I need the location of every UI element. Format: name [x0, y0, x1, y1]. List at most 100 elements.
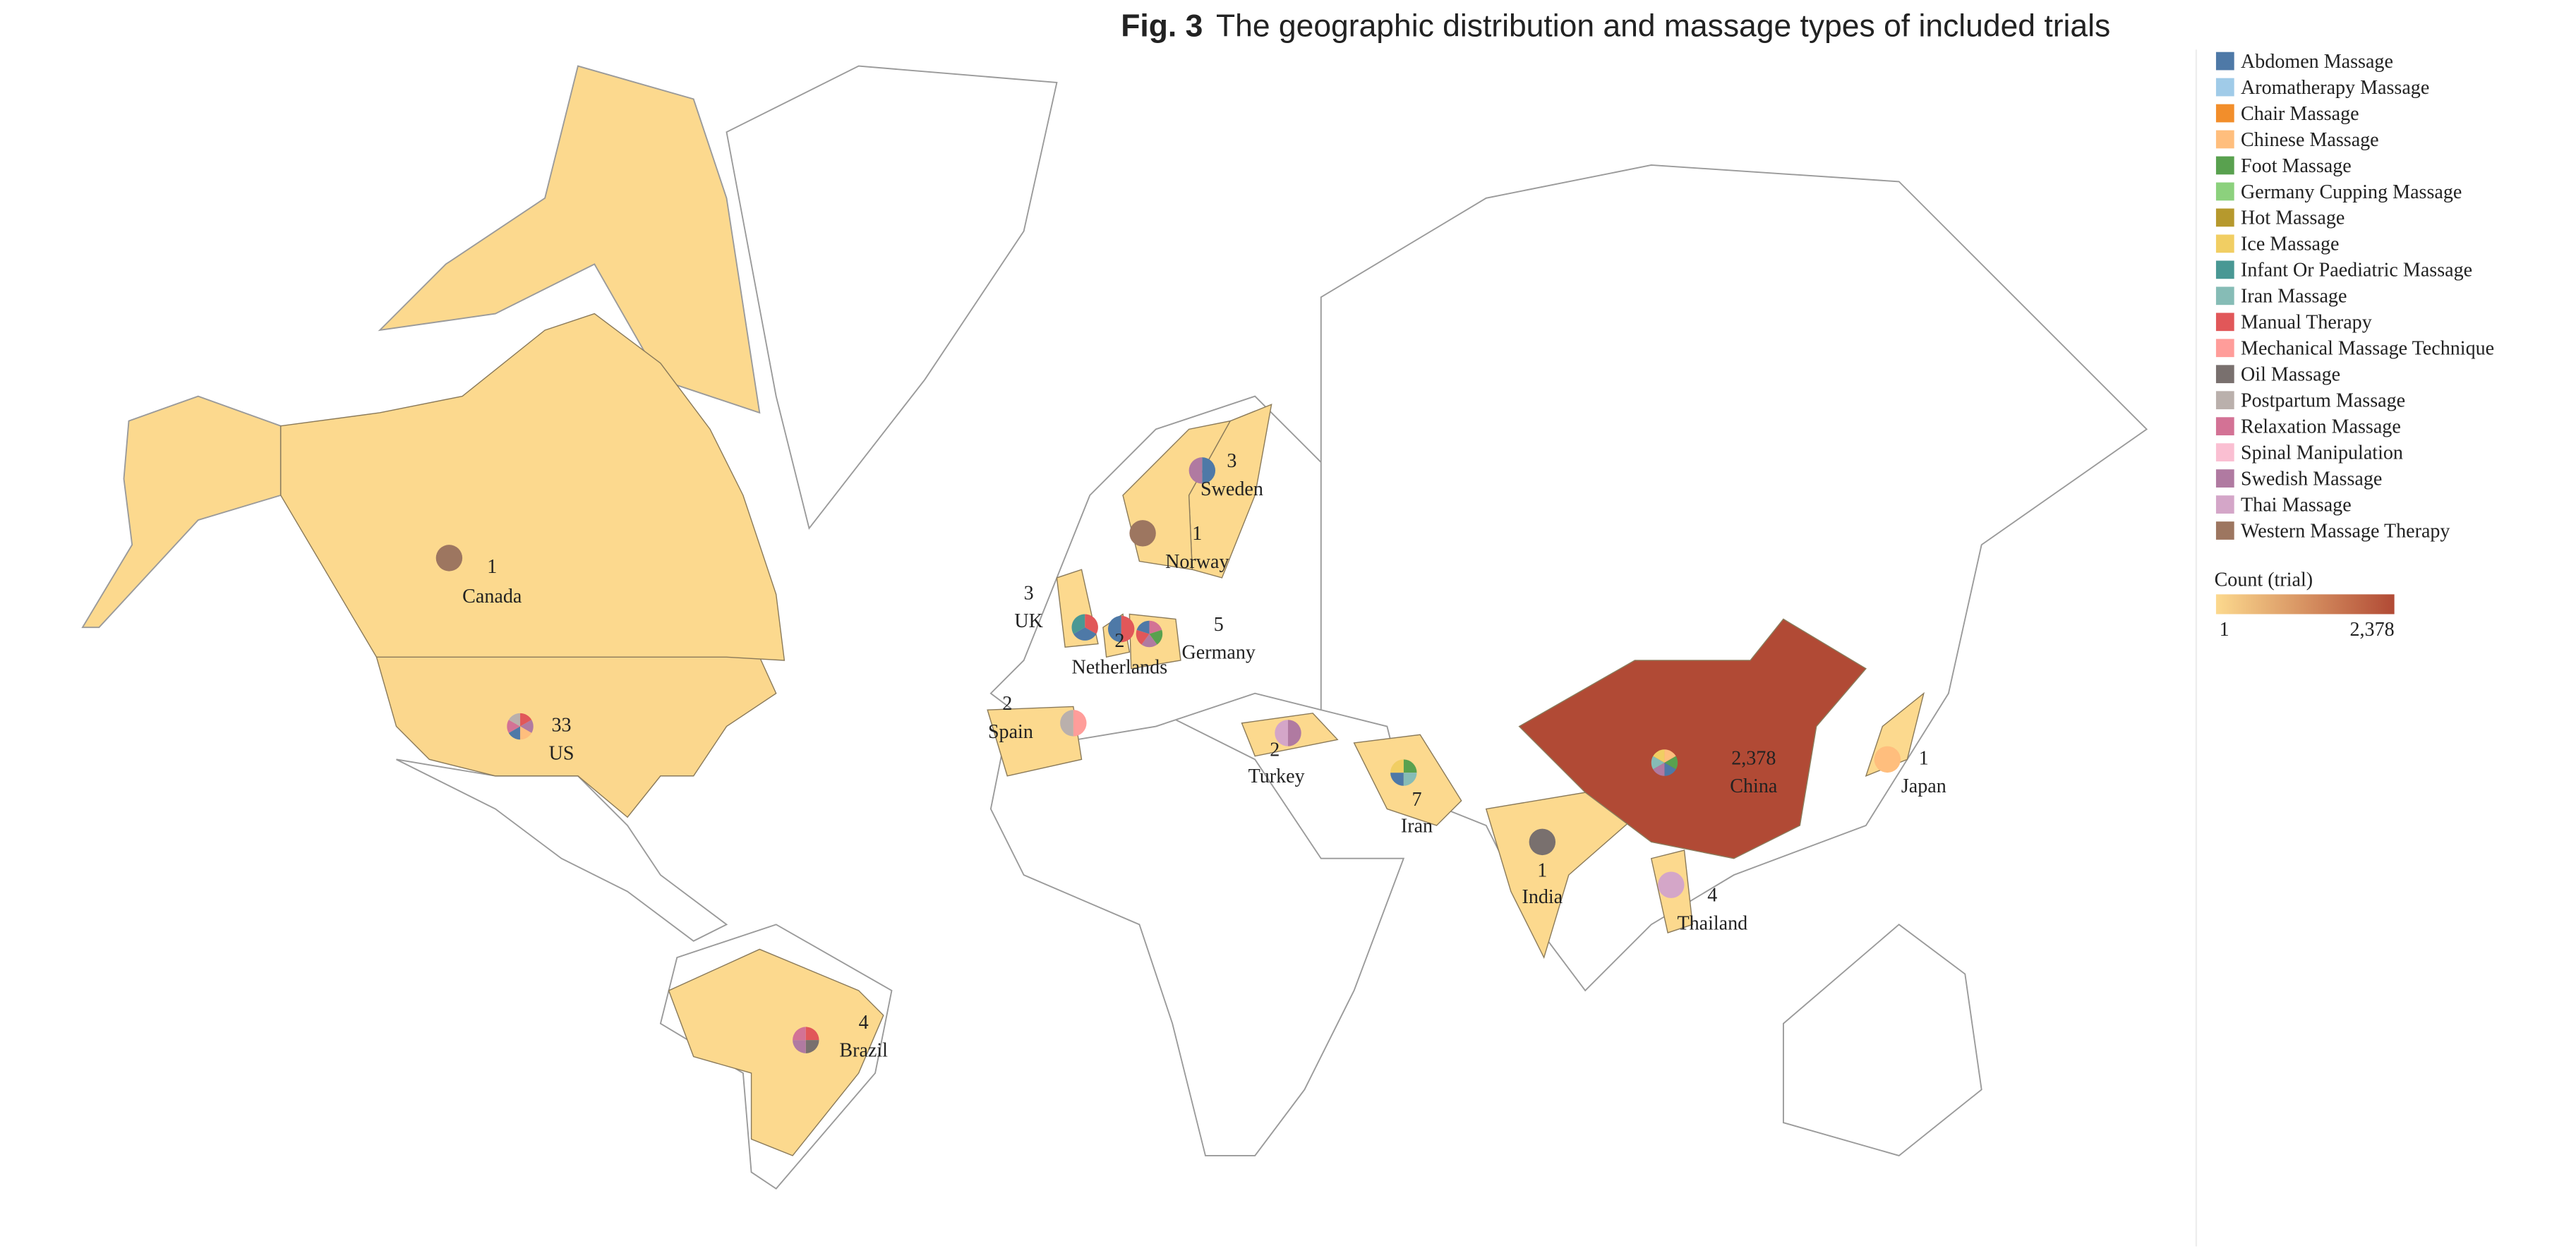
pie-slice — [1129, 520, 1156, 547]
pie-slice — [520, 720, 534, 733]
legend-label: Foot Massage — [2241, 155, 2352, 177]
pie-slice — [1403, 773, 1417, 786]
pie-slice — [1149, 629, 1163, 645]
pie-slice — [805, 1027, 819, 1041]
pie-slice — [793, 1027, 806, 1041]
legend-label: Abdomen Massage — [2241, 51, 2393, 73]
country-count: 2 — [1270, 739, 1280, 761]
country-name: US — [549, 742, 574, 764]
pie-slice — [1149, 620, 1162, 634]
country-count: 33 — [551, 715, 571, 737]
pie-slice — [520, 726, 532, 740]
pie-slice — [1390, 773, 1404, 786]
figure-label: Fig. 3 — [1121, 8, 1203, 43]
country-name: Norway — [1165, 551, 1229, 573]
country-name: UK — [1014, 610, 1043, 632]
pie-marker — [1107, 615, 1135, 643]
scale-bar — [2215, 594, 2395, 615]
country-name: Iran — [1401, 815, 1433, 837]
pie-slice — [507, 720, 521, 733]
country-shape — [375, 656, 777, 818]
australia — [1782, 924, 1982, 1156]
pie-slice — [805, 1040, 819, 1053]
legend-swatch — [2215, 156, 2234, 175]
pie-slice — [508, 726, 521, 740]
pie-slice — [1664, 763, 1676, 776]
country-name: Spain — [988, 721, 1033, 743]
legend-swatch — [2215, 104, 2234, 123]
arctic-islands — [378, 65, 761, 414]
pie-slice — [1664, 749, 1676, 763]
legend: Abdomen Massage Aromatherapy Massage Chair… — [2215, 51, 2495, 641]
scale-min: 1 — [2220, 619, 2229, 641]
legend-swatch — [2215, 208, 2234, 227]
legend-swatch — [2215, 417, 2234, 436]
country-count: 1 — [1919, 747, 1929, 769]
pie-slice — [1071, 614, 1085, 634]
scale-title: Count (trial) — [2215, 569, 2313, 591]
legend-swatch — [2215, 52, 2234, 71]
legend-label: Manual Therapy — [2241, 312, 2372, 334]
legend-label: Iran Massage — [2241, 286, 2347, 308]
country-count: 3 — [1227, 450, 1236, 472]
pie-marker — [793, 1027, 819, 1053]
country-name: Turkey — [1248, 766, 1305, 787]
legend-label: Spinal Manipulation — [2241, 442, 2403, 464]
pie-marker — [1651, 749, 1678, 776]
pie-slice — [1107, 615, 1121, 643]
legend-label: Oil Massage — [2241, 364, 2340, 386]
countries: 33 US 1 Canada 4 Brazil 3 Sweden 1 Norway 3 UK 2 Neth… — [280, 313, 1946, 1156]
country-count: 5 — [1214, 614, 1224, 636]
legend-swatch — [2215, 260, 2234, 279]
figure-caption: The geographic distribution and massage … — [1216, 8, 2110, 43]
alaska — [81, 395, 282, 629]
country-name: Thailand — [1677, 912, 1747, 934]
legend-swatch — [2215, 130, 2234, 149]
pie-slice — [435, 545, 463, 571]
africa — [989, 709, 1405, 1156]
pie-marker — [507, 713, 534, 740]
legend-swatch — [2215, 469, 2234, 488]
country-count: 4 — [859, 1012, 869, 1034]
pie-slice — [1529, 828, 1556, 856]
pie-marker — [1188, 457, 1216, 484]
pie-slice — [1658, 871, 1685, 898]
country-count: 2 — [1114, 630, 1124, 652]
legend-swatch — [2215, 495, 2234, 514]
country-count: 2 — [1002, 693, 1012, 715]
legend-label: Aromatherapy Massage — [2241, 77, 2429, 99]
pie-slice — [1390, 759, 1404, 773]
country-name: Germany — [1182, 642, 1256, 664]
legend-label: Ice Massage — [2241, 234, 2339, 255]
country-shape — [280, 313, 786, 661]
country-shape — [1518, 618, 1867, 859]
pie-slice — [1136, 629, 1150, 645]
asia — [1320, 164, 2148, 992]
legend-swatch — [2215, 391, 2234, 410]
country-name: Sweden — [1200, 478, 1263, 500]
pie-slice — [1664, 756, 1678, 770]
pie-slice — [1874, 746, 1901, 773]
pie-slice — [1188, 457, 1203, 484]
legend-label: Germany Cupping Massage — [2241, 181, 2462, 203]
country-count: 1 — [487, 556, 497, 578]
country-shapes — [280, 313, 1925, 1156]
pie-slice — [1275, 720, 1288, 746]
country-name: Brazil — [839, 1040, 888, 1062]
legend-label: Mechanical Massage Technique — [2241, 338, 2494, 360]
figure-title: Fig. 3 The geographic distribution and ma… — [1121, 8, 2110, 43]
legend-label: Postpartum Massage — [2241, 390, 2405, 412]
country-name: Netherlands — [1072, 657, 1168, 679]
pie-marker — [1071, 614, 1098, 641]
pie-slice — [1653, 749, 1665, 763]
pie-slice — [1651, 756, 1665, 770]
pie-slice — [1136, 620, 1150, 634]
pie-slice — [1141, 634, 1157, 648]
pie-slice — [1121, 615, 1135, 643]
legend-swatch — [2215, 313, 2234, 332]
pie-slice — [508, 713, 521, 727]
pie-slice — [1085, 614, 1098, 634]
country-name: India — [1522, 886, 1563, 908]
legend-swatch — [2215, 339, 2234, 358]
